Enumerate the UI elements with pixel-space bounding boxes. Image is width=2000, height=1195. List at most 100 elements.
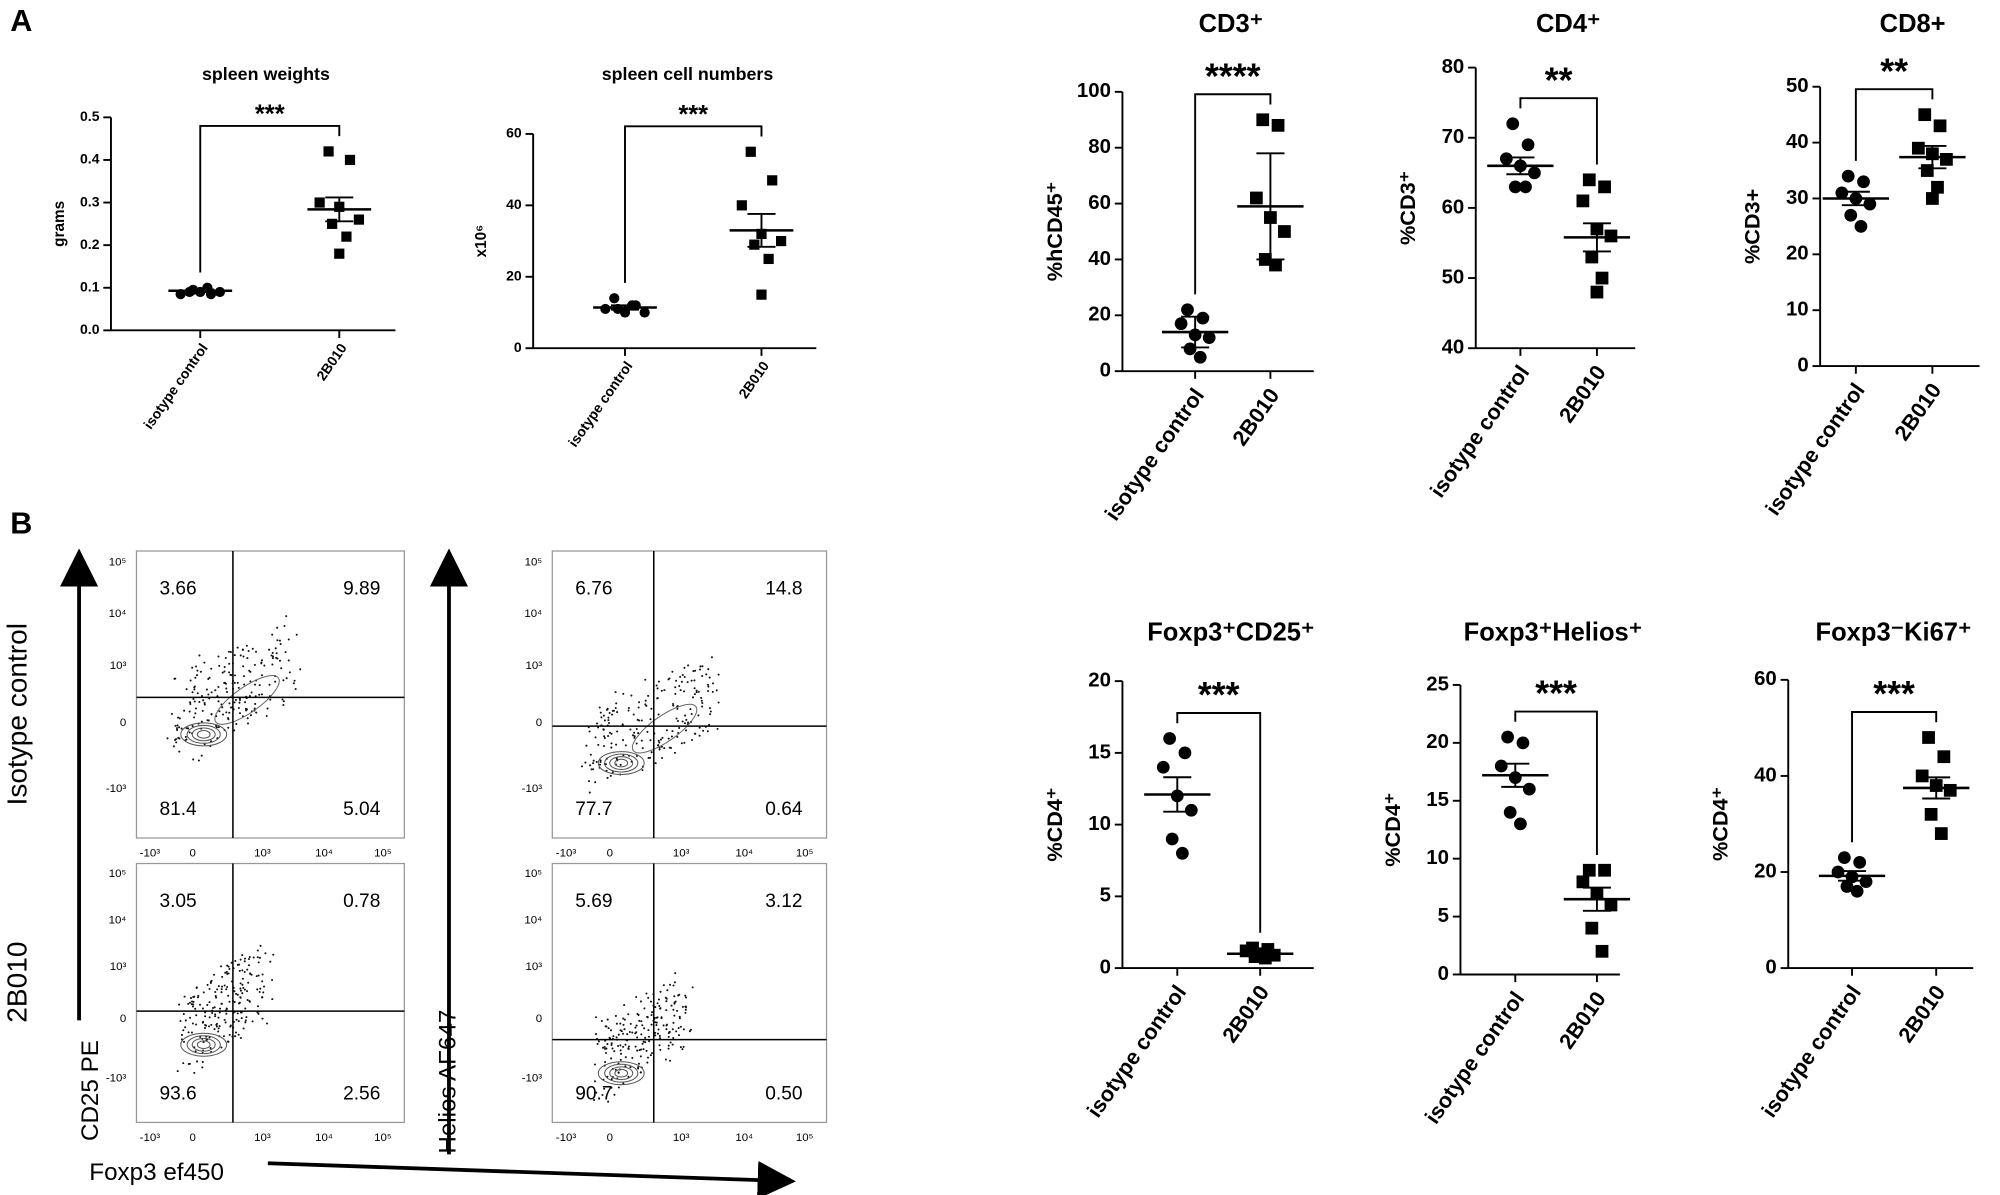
- event-dot: [676, 1009, 679, 1012]
- event-dot: [209, 980, 212, 983]
- event-dot: [230, 674, 233, 677]
- event-dot: [253, 663, 256, 666]
- event-dot: [644, 699, 647, 702]
- data-point: [763, 253, 774, 265]
- event-dot: [215, 1023, 218, 1026]
- event-dot: [599, 760, 602, 763]
- event-dot: [701, 665, 704, 668]
- event-dot: [217, 686, 220, 689]
- event-dot: [239, 982, 242, 985]
- event-dot: [271, 633, 274, 636]
- event-dot: [622, 1045, 625, 1048]
- event-dot: [672, 704, 675, 707]
- event-dot: [693, 679, 696, 682]
- event-dot: [617, 1071, 620, 1074]
- event-dot: [675, 679, 678, 682]
- event-dot: [196, 669, 199, 672]
- x-tick-label: isotype control: [1425, 360, 1535, 502]
- y-tick-label: 40: [1754, 764, 1777, 786]
- quadrant-percent: 81.4: [159, 799, 197, 820]
- event-dot: [214, 1013, 217, 1016]
- event-dot: [206, 983, 209, 986]
- event-dot: [230, 961, 233, 964]
- event-dot: [595, 1091, 598, 1094]
- event-dot: [592, 762, 595, 765]
- event-dot: [672, 984, 675, 987]
- data-point: [1503, 805, 1517, 819]
- y-tick-label: 10⁵: [109, 868, 127, 880]
- data-point: [1937, 750, 1951, 764]
- event-dot: [634, 1045, 637, 1048]
- contour: [186, 724, 221, 744]
- event-dot: [201, 1066, 204, 1069]
- event-dot: [607, 734, 610, 737]
- data-point: [1271, 118, 1285, 132]
- event-dot: [193, 995, 196, 998]
- axis-arrow: [267, 1160, 796, 1195]
- data-point: [1604, 898, 1618, 912]
- y-tick-label: 20: [1786, 243, 1809, 265]
- data-point: [1911, 141, 1925, 155]
- event-dot: [672, 1008, 675, 1011]
- y-tick-label: 0: [120, 717, 126, 729]
- x-tick-label: 10⁵: [796, 847, 814, 859]
- event-dot: [604, 1061, 607, 1064]
- x-tick-label: 10⁵: [374, 1132, 392, 1144]
- x-axis-label: Foxp3 ef450: [89, 1159, 224, 1186]
- event-dot: [598, 706, 601, 709]
- event-dot: [599, 711, 602, 714]
- event-dot: [606, 1043, 609, 1046]
- event-dot: [670, 1004, 673, 1007]
- event-dot: [187, 1031, 190, 1034]
- event-dot: [681, 1005, 684, 1008]
- significance-label: ***: [1535, 674, 1577, 714]
- event-dot: [213, 1028, 216, 1031]
- quadrant-percent: 3.66: [159, 578, 196, 599]
- event-dot: [178, 717, 181, 720]
- event-dot: [617, 1086, 620, 1089]
- y-tick-label: 10⁴: [524, 608, 542, 620]
- event-dot: [190, 1000, 194, 1003]
- event-dot: [674, 692, 677, 695]
- event-dot: [676, 735, 679, 738]
- event-dot: [201, 709, 204, 712]
- y-tick-label: 15: [1426, 789, 1449, 811]
- event-dot: [701, 701, 704, 705]
- event-dot: [603, 735, 606, 738]
- event-dot: [174, 724, 177, 727]
- event-dot: [282, 703, 285, 707]
- contour: [604, 1063, 639, 1083]
- x-tick-label: 10³: [254, 1132, 271, 1144]
- event-dot: [669, 1041, 672, 1044]
- quadrant-percent: 3.12: [765, 891, 802, 912]
- y-tick-label: 10³: [110, 660, 127, 672]
- event-dot: [257, 1012, 260, 1015]
- event-dot: [182, 1062, 185, 1065]
- event-dot: [257, 974, 260, 977]
- event-dot: [664, 1058, 667, 1061]
- chart-title: spleen cell numbers: [602, 64, 774, 84]
- event-dot: [234, 698, 237, 701]
- event-dot: [613, 1050, 616, 1053]
- y-tick-label: 40: [1442, 337, 1465, 359]
- event-dot: [611, 713, 614, 716]
- event-dot: [196, 692, 199, 695]
- y-tick-label: 60: [1088, 192, 1111, 214]
- event-dot: [272, 953, 275, 956]
- event-dot: [193, 1071, 196, 1074]
- x-tick-label: 10⁵: [374, 847, 392, 859]
- event-dot: [245, 644, 248, 647]
- event-dot: [227, 718, 230, 721]
- event-dot: [208, 1001, 211, 1004]
- event-dot: [708, 676, 711, 679]
- event-dot: [274, 680, 277, 683]
- event-dot: [226, 690, 229, 693]
- event-dot: [195, 986, 198, 989]
- data-point: [1922, 731, 1935, 744]
- event-dot: [201, 1007, 204, 1010]
- event-dot: [656, 1032, 659, 1035]
- significance-label: ***: [255, 100, 285, 128]
- contour: [609, 1066, 634, 1081]
- event-dot: [615, 1022, 618, 1025]
- event-dot: [678, 726, 681, 730]
